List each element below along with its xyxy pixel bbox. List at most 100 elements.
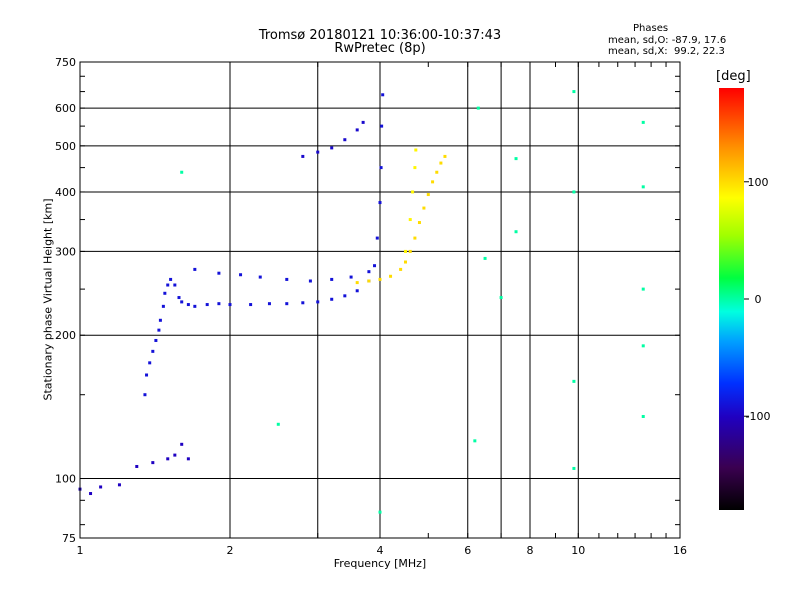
- data-point: [355, 281, 359, 285]
- data-point: [276, 422, 280, 426]
- data-point: [499, 296, 503, 300]
- colorbar-tick-label: -100: [746, 410, 771, 423]
- grid: [80, 62, 680, 538]
- x-axis-label: Frequency [MHz]: [333, 557, 427, 570]
- data-point: [180, 170, 184, 174]
- data-point: [228, 303, 232, 307]
- y-tick-label: 300: [55, 245, 76, 258]
- data-point: [217, 302, 221, 306]
- stats-line-x: mean, sd,X: 99.2, 22.3: [608, 46, 725, 57]
- colorbar-unit-label: [deg]: [716, 69, 751, 84]
- data-point: [381, 93, 385, 97]
- data-point: [161, 304, 165, 308]
- data-point: [99, 485, 103, 489]
- data-point: [173, 453, 177, 457]
- axis-ticks: 1 2 4 6 8 10 16 75 100 200 300 400 500 600 750: [55, 56, 687, 557]
- data-point: [343, 138, 347, 142]
- data-point: [422, 206, 426, 210]
- data-point: [514, 230, 518, 234]
- x-tick-label: 10: [571, 544, 585, 557]
- data-point: [169, 277, 173, 281]
- data-point: [399, 267, 403, 271]
- data-point: [572, 90, 576, 94]
- data-point: [143, 393, 147, 397]
- data-point: [193, 267, 197, 271]
- data-point: [375, 236, 379, 240]
- data-point: [330, 146, 334, 150]
- y-axis-label: Stationary phase Virtual Height [km]: [41, 198, 55, 401]
- y-tick-label: 400: [55, 186, 76, 199]
- data-point: [135, 464, 139, 468]
- x-tick-label: 2: [227, 544, 234, 557]
- stats-heading: Phases: [633, 23, 669, 34]
- colorbar-tick-label: 0: [755, 293, 762, 306]
- data-point: [367, 270, 371, 274]
- data-point: [166, 457, 170, 461]
- y-tick-label: 750: [55, 56, 76, 69]
- data-point: [408, 218, 412, 222]
- data-point: [180, 442, 184, 446]
- data-point: [378, 277, 382, 281]
- data-point: [431, 180, 435, 184]
- data-point: [117, 483, 121, 487]
- data-point: [641, 185, 645, 189]
- data-point: [413, 236, 417, 240]
- data-point: [641, 287, 645, 291]
- x-tick-label: 16: [673, 544, 687, 557]
- data-point: [301, 301, 305, 305]
- data-point: [361, 120, 365, 124]
- data-point: [572, 190, 576, 194]
- data-point: [258, 275, 262, 279]
- data-point: [330, 277, 334, 281]
- y-tick-label: 100: [55, 473, 76, 486]
- y-tick-label: 75: [62, 532, 76, 545]
- data-point: [154, 338, 158, 342]
- data-point: [148, 361, 152, 365]
- data-point: [151, 349, 155, 353]
- x-tick-label: 6: [464, 544, 471, 557]
- data-point: [411, 190, 415, 194]
- data-point: [641, 414, 645, 418]
- data-point: [355, 128, 359, 132]
- colorbar: [719, 88, 744, 510]
- data-point: [476, 106, 480, 110]
- data-point: [186, 303, 190, 307]
- data-point: [301, 154, 305, 158]
- data-point: [483, 256, 487, 260]
- data-point: [439, 161, 443, 165]
- data-point: [343, 294, 347, 298]
- chart-title: Tromsø 20180121 10:36:00-10:37:43: [258, 28, 502, 43]
- data-point: [239, 273, 243, 277]
- data-point: [417, 221, 421, 225]
- y-tick-label: 600: [55, 102, 76, 115]
- data-point: [285, 302, 289, 306]
- data-point: [413, 166, 417, 170]
- data-point: [217, 271, 221, 275]
- y-tick-label: 200: [55, 329, 76, 342]
- x-tick-label: 4: [377, 544, 384, 557]
- data-point: [355, 289, 359, 293]
- data-point: [157, 328, 161, 332]
- data-points: [78, 90, 645, 514]
- data-point: [316, 150, 320, 154]
- data-point: [408, 249, 412, 253]
- colorbar-tick-label: 100: [748, 176, 769, 189]
- data-point: [378, 201, 382, 205]
- data-point: [367, 279, 371, 283]
- data-point: [378, 510, 382, 514]
- data-point: [641, 344, 645, 348]
- data-point: [308, 279, 312, 283]
- y-tick-label: 500: [55, 140, 76, 153]
- data-point: [380, 124, 384, 128]
- data-point: [316, 300, 320, 304]
- data-point: [166, 283, 170, 287]
- data-point: [158, 318, 162, 322]
- data-point: [193, 304, 197, 308]
- data-point: [330, 297, 334, 301]
- stats-line-o: mean, sd,O: -87.9, 17.6: [608, 35, 727, 46]
- data-point: [435, 170, 439, 174]
- data-point: [379, 166, 383, 170]
- data-point: [285, 277, 289, 281]
- data-point: [205, 303, 209, 307]
